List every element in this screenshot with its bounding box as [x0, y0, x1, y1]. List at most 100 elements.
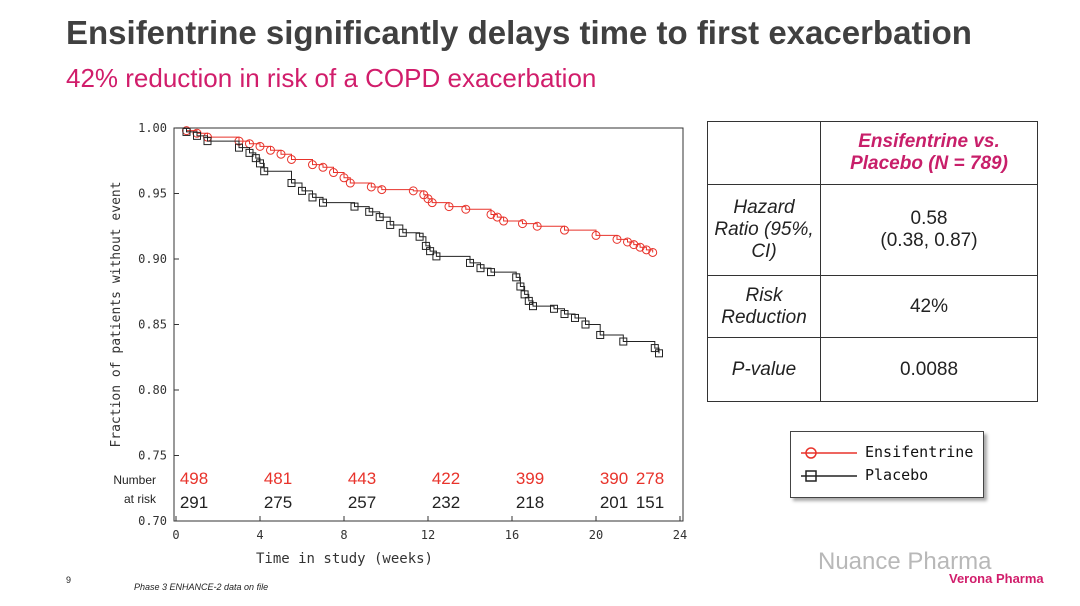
brand-logo-text: Verona Pharma — [949, 571, 1044, 586]
data-point-ensifentrine — [641, 245, 651, 255]
y-tick-label: 1.00 — [138, 121, 167, 135]
x-tick-label: 20 — [589, 528, 603, 542]
x-tick-label: 8 — [340, 528, 347, 542]
page-number: 9 — [66, 575, 72, 585]
data-point-ensifentrine — [266, 145, 275, 155]
at-risk-ensifentrine-value: 443 — [348, 469, 376, 488]
data-point-ensifentrine — [339, 173, 349, 183]
data-point-ensifentrine — [427, 198, 437, 208]
data-point-placebo — [398, 228, 407, 237]
data-point-ensifentrine — [532, 221, 542, 231]
risk-reduction-label: Risk Reduction — [707, 275, 821, 338]
data-point-placebo — [581, 320, 590, 329]
data-point-ensifentrine — [648, 247, 658, 257]
data-point-ensifentrine — [377, 185, 387, 195]
data-point-placebo — [520, 290, 529, 299]
data-point-placebo — [619, 337, 628, 346]
data-point-placebo — [550, 304, 558, 313]
watermark: Nuance Pharma — [818, 548, 992, 575]
y-tick-label: 0.70 — [138, 514, 167, 528]
x-axis-label: Time in study (weeks) — [256, 551, 433, 567]
data-point-placebo — [350, 202, 359, 211]
at-risk-placebo-value: 232 — [432, 493, 460, 512]
plot-frame — [173, 127, 684, 522]
data-point-placebo — [487, 268, 495, 277]
data-point-ensifentrine — [366, 182, 376, 192]
x-tick-label: 0 — [172, 528, 179, 542]
at-risk-ensifentrine-value: 481 — [264, 469, 292, 488]
at-risk-label-line2: at risk — [124, 492, 157, 506]
hazard-ratio-ci: (0.38, 0.87) — [880, 230, 978, 251]
data-point-placebo — [529, 302, 537, 311]
data-point-placebo — [655, 349, 663, 358]
at-risk-placebo-value: 151 — [636, 493, 664, 512]
data-point-placebo — [319, 198, 327, 207]
hazard-ratio-estimate: 0.58 — [910, 208, 948, 229]
data-point-placebo — [251, 154, 260, 163]
legend-item-placebo: Placebo — [791, 465, 983, 487]
y-tick-label: 0.95 — [138, 187, 167, 201]
data-point-ensifentrine — [308, 160, 317, 170]
data-point-ensifentrine — [318, 162, 328, 172]
data-point-ensifentrine — [623, 237, 632, 247]
data-point-placebo — [516, 282, 525, 291]
x-tick-label: 4 — [256, 528, 263, 542]
at-risk-placebo-value: 218 — [516, 493, 544, 512]
legend-swatch-circle-icon — [801, 447, 857, 459]
data-point-ensifentrine — [408, 186, 418, 196]
data-point-placebo — [476, 264, 485, 273]
hazard-ratio-value: 0.58 (0.38, 0.87) — [820, 184, 1038, 276]
page-title: Ensifentrine significantly delays time t… — [66, 14, 972, 51]
data-point-placebo — [256, 159, 264, 168]
legend-swatch-square-icon — [801, 470, 857, 482]
data-point-ensifentrine — [329, 168, 338, 178]
data-point-placebo — [193, 131, 201, 140]
at-risk-placebo-value: 291 — [180, 493, 208, 512]
data-point-placebo — [432, 252, 441, 261]
risk-reduction-value: 42% — [820, 275, 1038, 338]
data-point-ensifentrine — [629, 240, 639, 250]
data-point-ensifentrine — [499, 216, 509, 226]
data-point-placebo — [287, 179, 296, 188]
data-point-ensifentrine — [518, 219, 527, 229]
results-table: Ensifentrine vs. Placebo (N = 789) Hazar… — [707, 121, 1038, 402]
data-point-ensifentrine — [444, 202, 454, 212]
footnote: Phase 3 ENHANCE-2 data on file — [134, 582, 269, 592]
at-risk-ensifentrine-value: 390 — [600, 469, 628, 488]
chart-legend: Ensifentrine Placebo — [790, 431, 984, 498]
table-corner-cell — [707, 121, 821, 185]
x-tick-label: 24 — [673, 528, 687, 542]
data-point-placebo — [596, 330, 605, 339]
y-tick-label: 0.80 — [138, 383, 167, 397]
series-line-placebo — [176, 127, 660, 354]
data-point-ensifentrine — [461, 204, 471, 214]
y-axis-label: Fraction of patients without event — [109, 181, 124, 447]
y-tick-label: 0.75 — [138, 449, 167, 463]
data-point-placebo — [524, 296, 533, 305]
data-point-ensifentrine — [492, 212, 502, 222]
data-point-ensifentrine — [287, 154, 296, 164]
hazard-ratio-label: Hazard Ratio (95%, CI) — [707, 184, 821, 276]
data-point-placebo — [298, 186, 306, 195]
p-value-label: P-value — [707, 337, 821, 402]
data-point-ensifentrine — [591, 230, 601, 240]
data-point-placebo — [560, 310, 569, 319]
data-point-placebo — [512, 273, 521, 282]
data-point-placebo — [235, 143, 243, 152]
data-point-placebo — [426, 247, 435, 256]
data-point-ensifentrine — [560, 225, 569, 235]
data-point-placebo — [421, 241, 430, 250]
at-risk-label-line1: Number — [113, 473, 156, 487]
data-point-placebo — [365, 207, 374, 216]
data-point-ensifentrine — [255, 141, 265, 151]
data-point-placebo — [260, 167, 269, 176]
data-point-ensifentrine — [486, 209, 496, 219]
at-risk-placebo-value: 275 — [264, 493, 292, 512]
table-column-header: Ensifentrine vs. Placebo (N = 789) — [820, 121, 1038, 185]
data-point-placebo — [466, 258, 474, 267]
data-point-placebo — [375, 213, 384, 222]
legend-item-ensifentrine: Ensifentrine — [791, 442, 983, 464]
data-point-ensifentrine — [276, 149, 286, 159]
x-tick-label: 12 — [421, 528, 435, 542]
